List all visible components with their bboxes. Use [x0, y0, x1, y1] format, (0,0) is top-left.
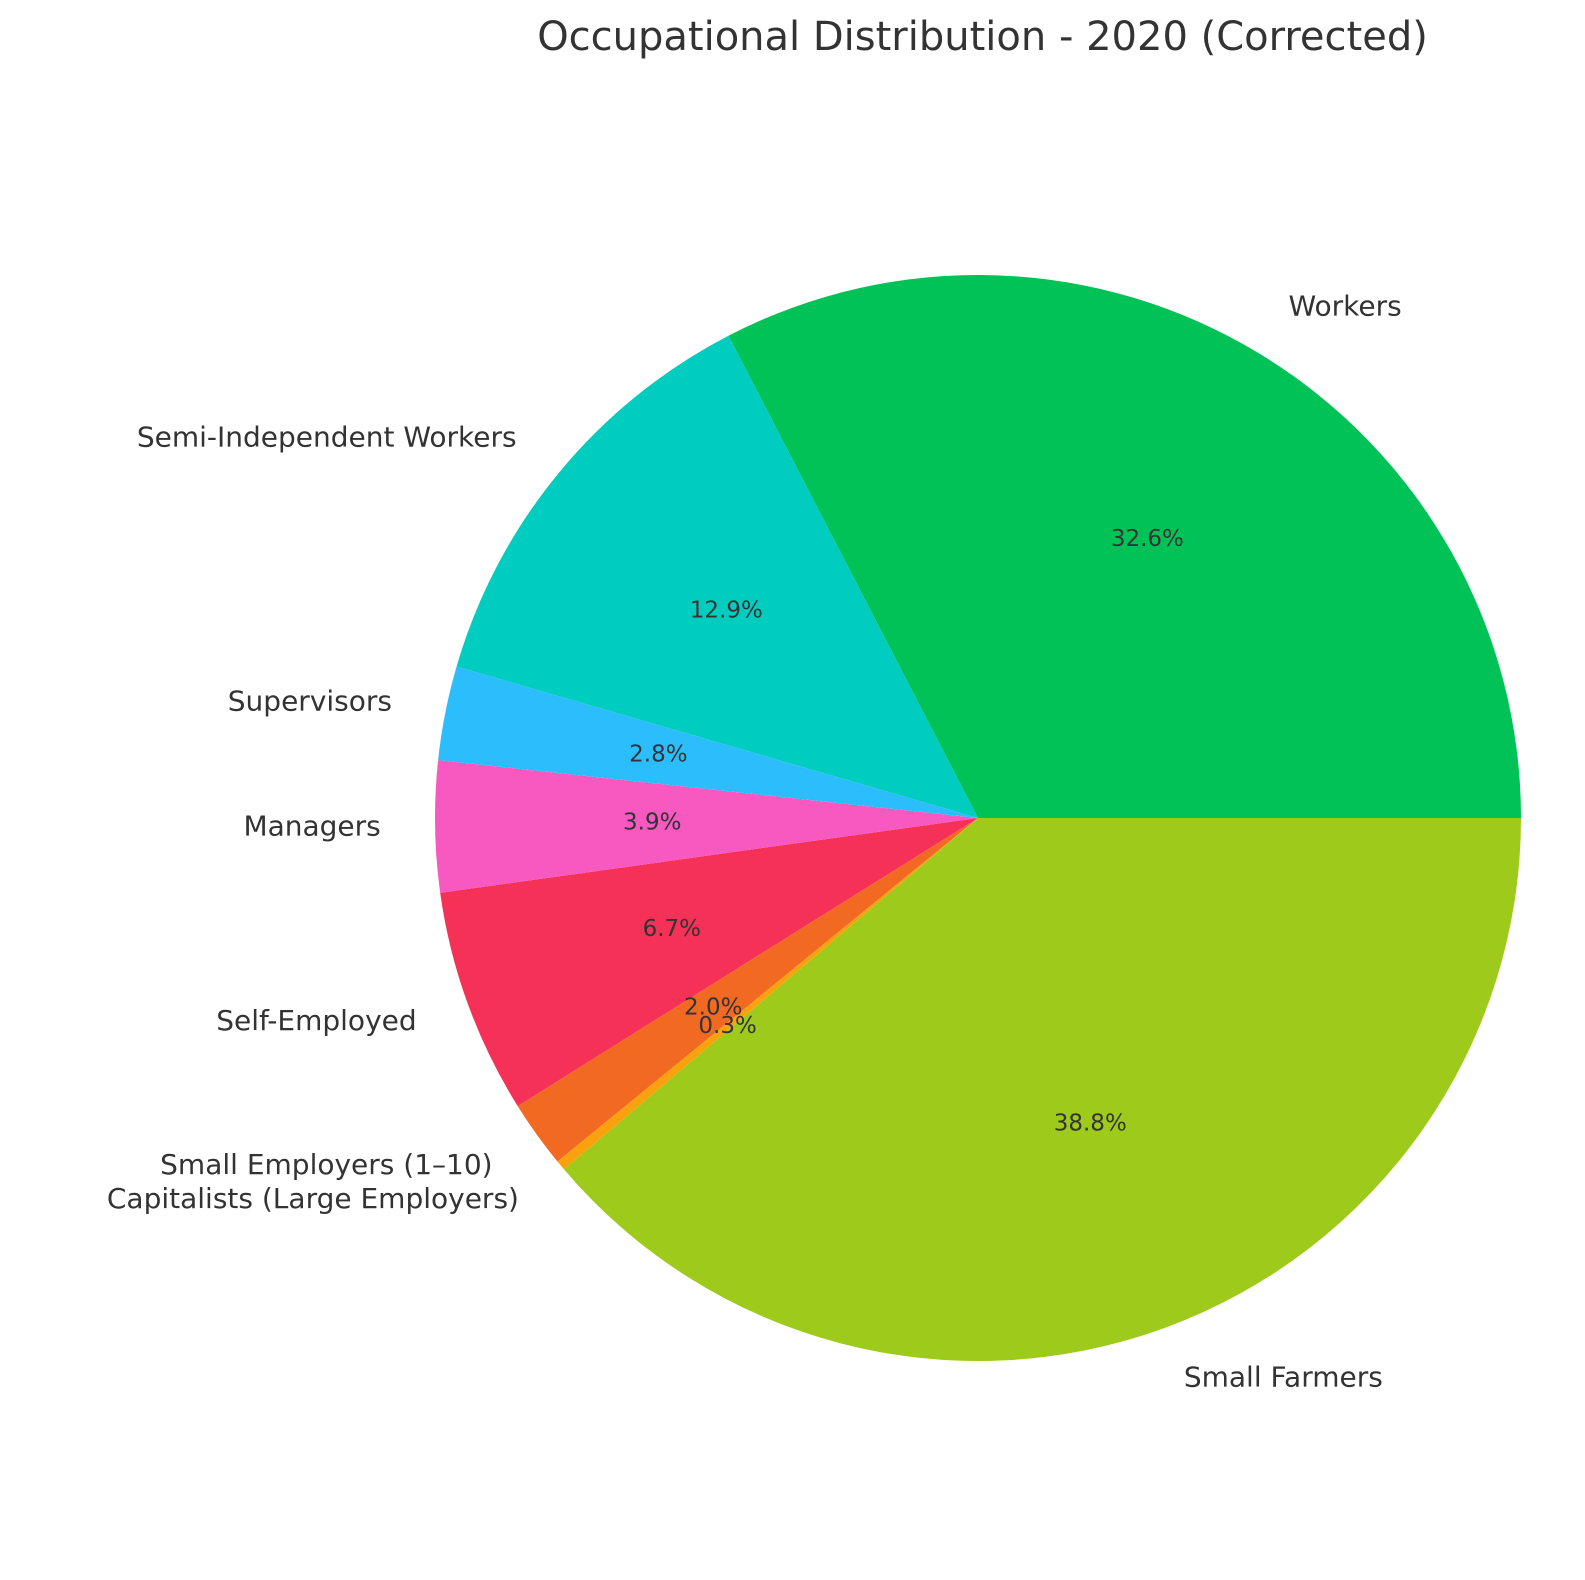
slice-percent-capitalists-large-employers: 0.3%	[698, 1013, 756, 1039]
chart-title: Occupational Distribution - 2020 (Correc…	[537, 14, 1428, 60]
pie-slice-semi-independent-workers	[456, 335, 978, 818]
slice-label-small-farmers: Small Farmers	[1184, 1361, 1383, 1394]
pie-slice-workers	[728, 275, 1521, 818]
slice-percent-managers: 3.9%	[623, 810, 681, 836]
pie-slice-small-employers-1-10	[517, 818, 978, 1162]
slice-percent-workers: 32.6%	[1111, 526, 1184, 552]
slice-percent-semi-independent-workers: 12.9%	[690, 598, 763, 624]
slice-percent-self-employed: 6.7%	[643, 916, 701, 942]
slice-label-small-employers-1-10: Small Employers (1–10)	[160, 1148, 492, 1181]
pie-slice-self-employed	[440, 818, 978, 1107]
slice-label-managers: Managers	[243, 809, 380, 842]
slice-percent-supervisors: 2.8%	[629, 741, 687, 767]
slice-label-capitalists-large-employers: Capitalists (Large Employers)	[107, 1182, 519, 1215]
slice-label-workers: Workers	[1288, 290, 1401, 323]
slice-label-self-employed: Self-Employed	[216, 1004, 416, 1037]
pie-slice-small-farmers	[563, 818, 1521, 1361]
slice-percent-small-farmers: 38.8%	[1054, 1110, 1127, 1136]
slice-percent-small-employers-1-10: 2.0%	[684, 994, 742, 1020]
slice-label-semi-independent-workers: Semi-Independent Workers	[137, 421, 517, 454]
slice-label-supervisors: Supervisors	[228, 684, 392, 717]
pie-slice-managers	[434, 760, 978, 893]
pie-slice-supervisors	[438, 666, 978, 818]
pie-slice-capitalists-large-employers	[557, 818, 978, 1170]
